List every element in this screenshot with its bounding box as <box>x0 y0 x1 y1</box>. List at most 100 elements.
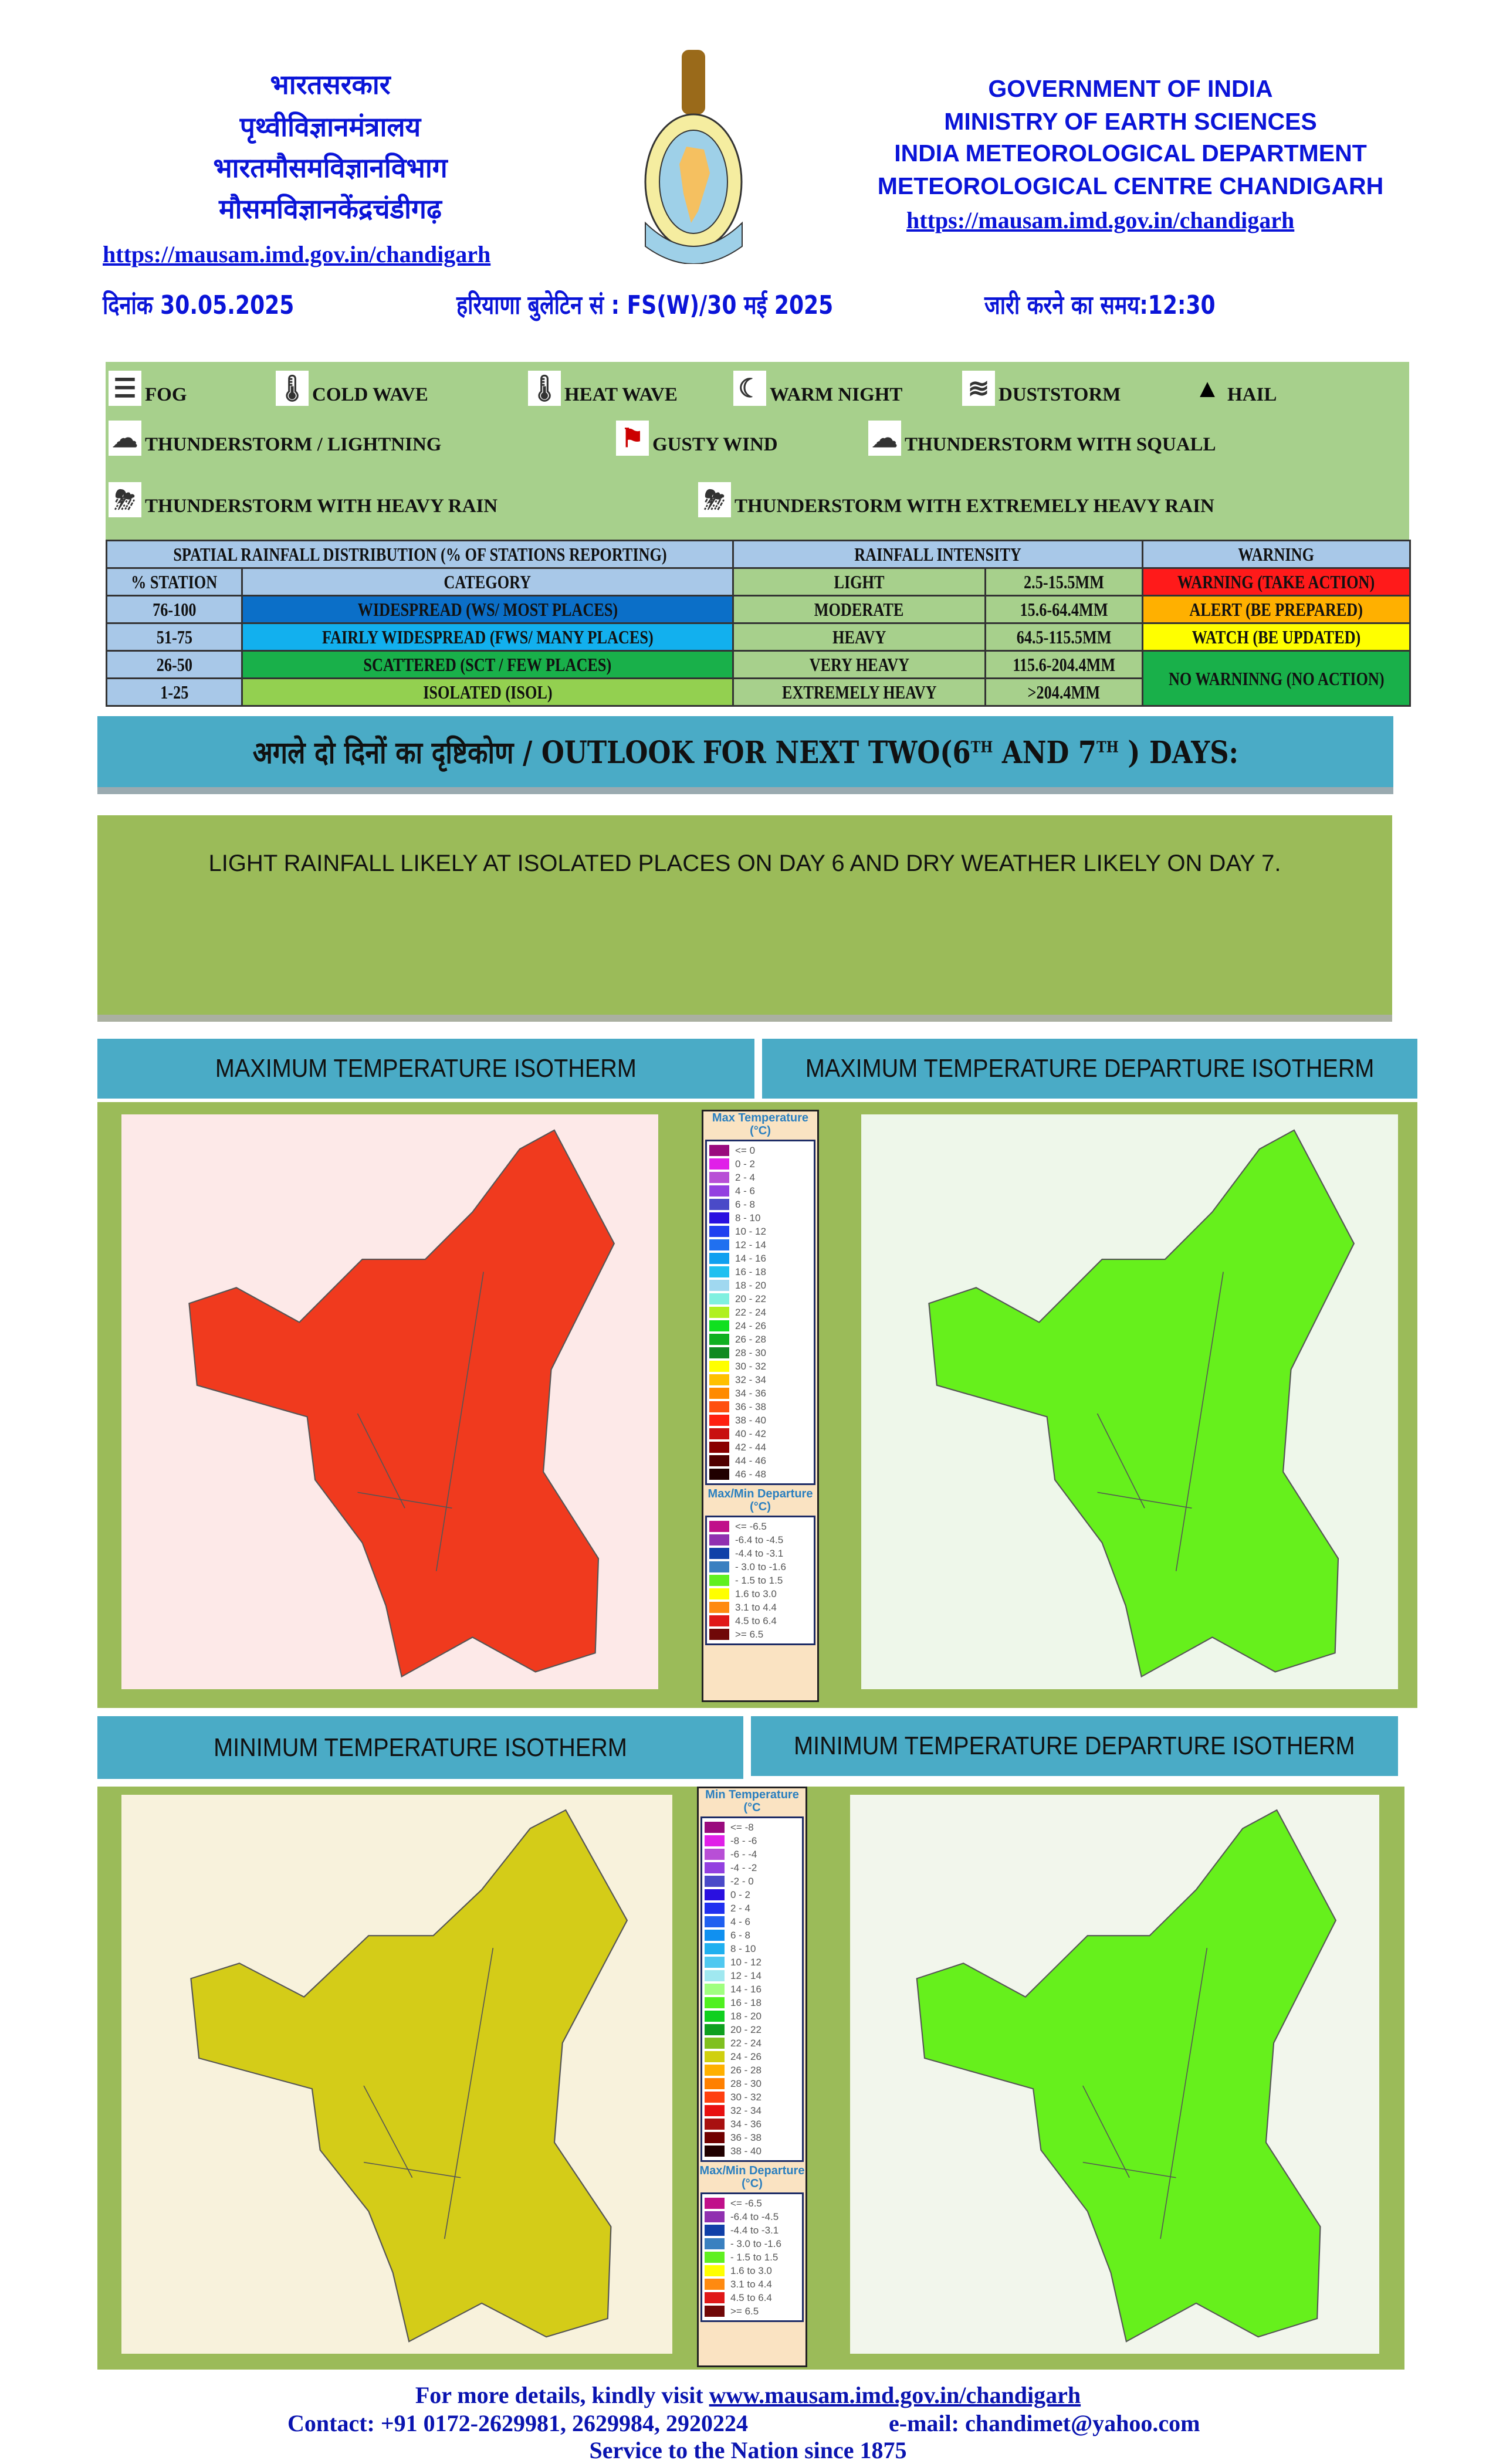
legend-label: 38 - 40 <box>730 2145 761 2157</box>
legend-label: 1.6 to 3.0 <box>735 1588 777 1599</box>
visit-text: For more details, kindly visit <box>415 2382 709 2408</box>
intensity-cell: MODERATE <box>732 595 987 624</box>
legend-label: 6 - 8 <box>730 1929 751 1941</box>
legend-swatch <box>709 1374 729 1385</box>
category-header-cell: CATEGORY <box>241 567 735 596</box>
legend-swatch <box>705 1862 725 1873</box>
outlook-heading: अगले दो दिनों का दृष्टिकोण / OUTLOOK FOR… <box>252 731 1238 772</box>
right-website-link[interactable]: https://mausam.imd.gov.in/chandigarh <box>906 207 1295 233</box>
english-department: INDIA METEOROLOGICAL DEPARTMENT <box>894 140 1367 167</box>
legend-row: 24 - 26 <box>705 2050 800 2063</box>
legend-label: -4 - -2 <box>730 1862 757 1873</box>
legend-swatch <box>709 1455 729 1466</box>
category-header: CATEGORY <box>444 571 532 592</box>
legend-row: 18 - 20 <box>709 1279 811 1292</box>
legend-row: 4 - 6 <box>709 1184 811 1198</box>
legend-row: <= -6.5 <box>709 1520 811 1533</box>
legend-row: <= -8 <box>705 1821 800 1834</box>
intensity-mm: >204.4MM <box>1027 682 1101 703</box>
legend-swatch <box>705 1957 725 1968</box>
left-website-link[interactable]: https://mausam.imd.gov.in/chandigarh <box>103 241 491 267</box>
min-temp-title-box: MINIMUM TEMPERATURE ISOTHERM <box>97 1716 743 1779</box>
legend-row: 36 - 38 <box>705 2131 800 2144</box>
symbol-label: COLD WAVE <box>312 384 428 405</box>
legend-row: 34 - 36 <box>705 2117 800 2131</box>
mm-cell: 15.6-64.4MM <box>984 595 1144 624</box>
mm-cell: 2.5-15.5MM <box>984 567 1144 596</box>
legend-swatch <box>705 2132 725 2143</box>
legend-label: 14 - 16 <box>730 1983 761 1995</box>
legend-label: 16 - 18 <box>730 1997 761 2008</box>
weather-symbols-legend: ☰ FOG 🌡 COLD WAVE 🌡 HEAT WAVE ☾ WARM NIGHT ≋… <box>106 362 1409 541</box>
legend-swatch <box>709 1629 729 1640</box>
legend-label: -6 - -4 <box>730 1848 757 1860</box>
legend-row: - 3.0 to -1.6 <box>705 2237 800 2251</box>
intensity-mm: 115.6-204.4MM <box>1013 654 1115 675</box>
footer-motto: Service to the Nation since 1875 <box>589 2437 907 2463</box>
legend-row: 6 - 8 <box>705 1929 800 1942</box>
intensity-cell: LIGHT <box>732 567 987 596</box>
issue-time: जारी करने का समय:12:30 <box>984 290 1216 320</box>
legend-row: 38 - 40 <box>709 1414 811 1427</box>
legend-label: 10 - 12 <box>730 1956 761 1968</box>
legend-label: 18 - 20 <box>735 1279 766 1291</box>
heat-wave-icon: 🌡 <box>528 371 561 406</box>
intensity-header-cell: RAINFALL INTENSITY <box>732 540 1144 569</box>
symbol-label: THUNDERSTORM WITH EXTREMELY HEAVY RAIN <box>735 496 1214 517</box>
legend-swatch <box>709 1361 729 1372</box>
legend-row: 38 - 40 <box>705 2144 800 2158</box>
legend-label: 0 - 2 <box>735 1158 756 1170</box>
legend-label: 10 - 12 <box>735 1225 766 1237</box>
outlook-header: अगले दो दिनों का दृष्टिकोण / OUTLOOK FOR… <box>97 716 1393 787</box>
legend-swatch <box>709 1548 729 1559</box>
legend-label: 4.5 to 6.4 <box>735 1615 777 1626</box>
legend-label: 8 - 10 <box>735 1212 761 1223</box>
legend-swatch <box>709 1521 729 1532</box>
legend-label: -8 - -6 <box>730 1835 757 1846</box>
legend-row: 26 - 28 <box>709 1333 811 1346</box>
legend-row: 22 - 24 <box>709 1306 811 1319</box>
intensity-name: MODERATE <box>814 599 904 620</box>
legend-label: >= 6.5 <box>730 2305 759 2317</box>
intensity-header: RAINFALL INTENSITY <box>854 544 1021 565</box>
outlook-sup: TH <box>1096 738 1119 757</box>
symbol-label: HAIL <box>1227 384 1277 405</box>
legend-swatch <box>705 1943 725 1954</box>
symbol-warm-night: ☾ WARM NIGHT <box>733 371 902 406</box>
legend-row: 2 - 4 <box>709 1171 811 1184</box>
warning-cell: WARNING (TAKE ACTION) <box>1142 567 1412 596</box>
outlook-title-mid: AND 7 <box>992 735 1096 771</box>
english-ministry: MINISTRY OF EARTH SCIENCES <box>944 108 1317 135</box>
legend-label: 22 - 24 <box>730 2037 761 2049</box>
legend-label: 28 - 30 <box>730 2077 761 2089</box>
legend-label: 26 - 28 <box>730 2064 761 2076</box>
legend-label: 20 - 22 <box>730 2024 761 2035</box>
legend-label: -2 - 0 <box>730 1875 754 1887</box>
legend-row: -4 - -2 <box>705 1861 800 1875</box>
legend-label: 4.5 to 6.4 <box>730 2292 772 2303</box>
station-cell: 26-50 <box>106 650 243 679</box>
bulletin-date: दिनांक 30.05.2025 <box>103 290 295 320</box>
legend-swatch <box>705 2105 725 2116</box>
legend-label: 38 - 40 <box>735 1414 766 1426</box>
rainfall-table: SPATIAL RAINFALL DISTRIBUTION (% OF STAT… <box>105 540 1412 707</box>
min-dep-title: MINIMUM TEMPERATURE DEPARTURE ISOTHERM <box>794 1731 1355 1760</box>
station-range: 26-50 <box>156 654 192 675</box>
district-boundary <box>1097 1492 1192 1509</box>
legend-row: 1.6 to 3.0 <box>709 1587 811 1601</box>
symbol-heavy-rain: ⛈ THUNDERSTORM WITH HEAVY RAIN <box>109 482 497 517</box>
legend-swatch <box>705 2078 725 2089</box>
intensity-cell: VERY HEAVY <box>732 650 987 679</box>
legend-row: 12 - 14 <box>709 1238 811 1252</box>
legend-swatch <box>705 2092 725 2103</box>
symbol-label: DUSTSTORM <box>999 384 1121 405</box>
footer-website-link[interactable]: www.mausam.imd.gov.in/chandigarh <box>709 2382 1081 2408</box>
max-dep-title: MAXIMUM TEMPERATURE DEPARTURE ISOTHERM <box>805 1054 1375 1083</box>
legend-row: - 1.5 to 1.5 <box>705 2251 800 2264</box>
symbol-extremely-heavy-rain: ⛈ THUNDERSTORM WITH EXTREMELY HEAVY RAIN <box>698 482 1214 517</box>
legend-row: 32 - 34 <box>709 1373 811 1387</box>
legend-swatch <box>709 1185 729 1197</box>
legend-label: -4.4 to -3.1 <box>735 1547 784 1559</box>
legend-row: 12 - 14 <box>705 1969 800 1982</box>
